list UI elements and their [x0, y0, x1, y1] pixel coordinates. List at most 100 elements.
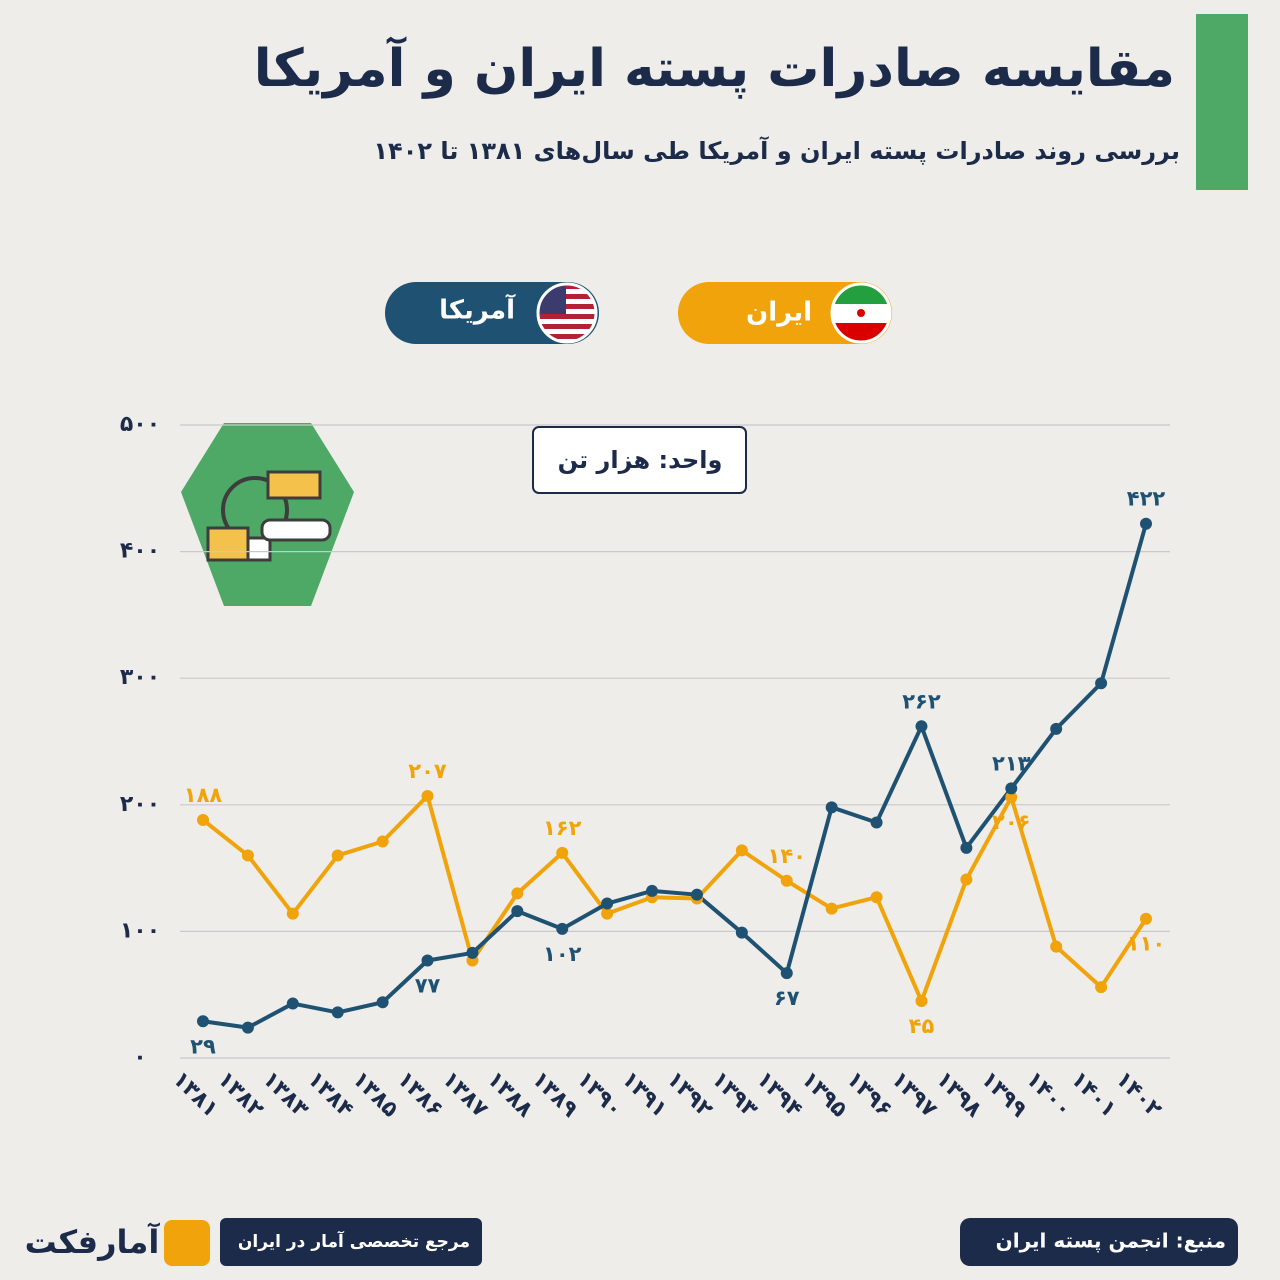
x-tick-label: ۱۳۹۹ [976, 1067, 1032, 1123]
data-point [601, 897, 614, 910]
data-point [1005, 782, 1018, 795]
data-point [870, 816, 883, 829]
data-point [197, 813, 209, 826]
accent-bar [1196, 14, 1248, 190]
y-tick-label: ۴۰۰ [120, 539, 160, 564]
data-point [331, 1006, 344, 1019]
x-tick-label: ۱۳۹۰ [572, 1067, 628, 1123]
value-label: ۷۷ [415, 974, 441, 998]
x-tick-label: ۱۳۹۳ [706, 1067, 762, 1123]
x-tick-label: ۱۳۸۶ [392, 1067, 448, 1123]
data-point [511, 887, 524, 900]
data-point [421, 954, 434, 967]
x-tick-label: ۱۳۸۹ [527, 1067, 583, 1123]
data-point [1140, 912, 1152, 925]
x-tick-label: ۱۳۹۷ [886, 1067, 942, 1123]
us-flag [536, 282, 598, 344]
data-point [915, 720, 928, 733]
data-point [197, 1015, 209, 1028]
x-tick-label: ۱۳۹۵ [796, 1067, 852, 1123]
legend-label: آمریکا [439, 294, 516, 326]
x-tick-label: ۱۳۸۸ [482, 1067, 538, 1123]
x-tick-label: ۱۳۹۱ [617, 1067, 673, 1123]
series-line [201, 793, 1148, 1004]
data-point [556, 846, 569, 859]
data-point [376, 996, 389, 1009]
iran-flag [830, 282, 892, 344]
data-point [960, 873, 973, 886]
data-point [511, 905, 524, 918]
value-label: ۶۷ [774, 986, 800, 1010]
data-point [735, 926, 748, 939]
x-tick-label: ۱۳۸۲ [212, 1067, 268, 1123]
y-tick-label: ۱۰۰ [120, 918, 160, 943]
data-point [735, 844, 748, 857]
value-label: ۱۰۲ [543, 942, 582, 966]
x-tick-label: ۱۳۹۸ [931, 1067, 987, 1123]
data-point [286, 997, 299, 1010]
data-point [286, 907, 299, 920]
chart-subtitle: بررسی روند صادرات پسته ایران و آمریکا طی… [373, 136, 1180, 165]
value-label: ۱۱۰ [1127, 932, 1165, 956]
x-tick-label: ۱۴۰۱ [1066, 1067, 1122, 1123]
x-tick-label: ۱۴۰۲ [1111, 1067, 1167, 1123]
y-tick-label: ۰ [133, 1045, 146, 1070]
unit-box [532, 426, 747, 494]
source: منبع: انجمن پسته ایران [996, 1229, 1226, 1254]
data-point [331, 849, 344, 862]
value-label: ۱۴۰ [768, 844, 806, 868]
data-point [1050, 940, 1063, 953]
data-point [825, 902, 838, 915]
value-label: ۲۱۳ [992, 751, 1031, 775]
brand: آمارفکت [25, 1222, 161, 1261]
x-tick-label: ۱۳۸۳ [257, 1067, 313, 1123]
tagline: مرجع تخصصی آمار در ایران [238, 1230, 470, 1252]
data-point [780, 967, 793, 980]
data-point [960, 841, 973, 854]
y-tick-label: ۵۰۰ [120, 412, 160, 437]
data-point [376, 835, 389, 848]
y-tick-label: ۲۰۰ [120, 792, 160, 817]
x-tick-label: ۱۳۹۶ [841, 1067, 897, 1123]
value-label: ۴۲۲ [1127, 487, 1166, 511]
chart-title: مقایسه صادرات پسته ایران و آمریکا [254, 36, 1175, 99]
data-point [1005, 791, 1018, 804]
x-tick-label: ۱۳۹۴ [751, 1067, 807, 1123]
series-line [202, 523, 1148, 1030]
value-label: ۱۶۲ [543, 816, 582, 840]
x-tick-label: ۱۳۸۱ [168, 1067, 224, 1123]
data-point [1140, 517, 1152, 530]
y-tick-label: ۳۰۰ [120, 665, 160, 690]
data-point [825, 801, 838, 814]
x-tick-label: ۱۳۸۴ [302, 1067, 358, 1123]
data-point [1095, 677, 1108, 690]
data-point [780, 874, 793, 887]
value-label: ۲۶۲ [902, 689, 941, 713]
data-point [241, 849, 254, 862]
value-label: ۲۰۶ [992, 810, 1030, 834]
value-label: ۲۰۷ [408, 759, 447, 783]
data-point [421, 789, 434, 802]
data-point [646, 884, 659, 897]
value-label: ۲۹ [190, 1034, 216, 1058]
source-box [960, 1218, 1238, 1266]
brand-icon [164, 1220, 210, 1266]
data-point [556, 922, 569, 935]
legend-label: ایران [746, 298, 812, 328]
data-point [466, 946, 479, 959]
data-point [1095, 981, 1108, 994]
tagline-box [220, 1218, 482, 1266]
x-tick-label: ۱۳۸۷ [437, 1067, 493, 1123]
x-tick-label: ۱۴۰۰ [1021, 1067, 1077, 1123]
x-tick-label: ۱۳۸۵ [347, 1067, 403, 1123]
data-point [601, 907, 614, 920]
data-point [915, 995, 928, 1008]
data-point [1050, 722, 1063, 735]
trade-icon [181, 423, 354, 606]
data-point [870, 891, 883, 904]
data-point [690, 888, 703, 901]
value-label: ۱۸۸ [184, 783, 223, 807]
value-label: ۴۵ [909, 1014, 935, 1038]
